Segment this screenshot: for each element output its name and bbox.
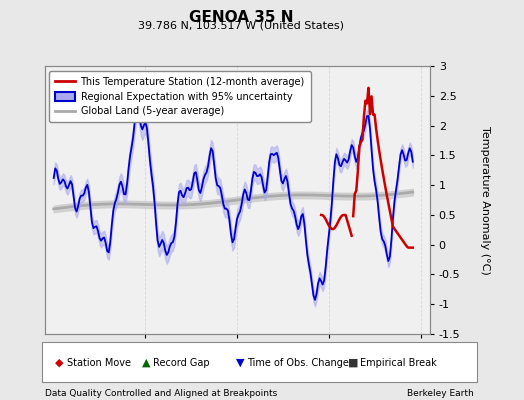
Text: Record Gap: Record Gap: [153, 358, 210, 368]
Text: Time of Obs. Change: Time of Obs. Change: [247, 358, 349, 368]
Text: GENOA 35 N: GENOA 35 N: [189, 10, 293, 25]
Text: 39.786 N, 103.517 W (United States): 39.786 N, 103.517 W (United States): [138, 20, 344, 30]
Text: Station Move: Station Move: [67, 358, 130, 368]
Text: Berkeley Earth: Berkeley Earth: [408, 389, 474, 398]
Text: ▼: ▼: [236, 358, 244, 368]
Text: ▲: ▲: [141, 358, 150, 368]
Legend: This Temperature Station (12-month average), Regional Expectation with 95% uncer: This Temperature Station (12-month avera…: [49, 71, 311, 122]
Text: Empirical Break: Empirical Break: [360, 358, 436, 368]
Text: ■: ■: [348, 358, 359, 368]
Text: ◆: ◆: [55, 358, 63, 368]
Text: Data Quality Controlled and Aligned at Breakpoints: Data Quality Controlled and Aligned at B…: [45, 389, 277, 398]
Y-axis label: Temperature Anomaly (°C): Temperature Anomaly (°C): [480, 126, 490, 274]
